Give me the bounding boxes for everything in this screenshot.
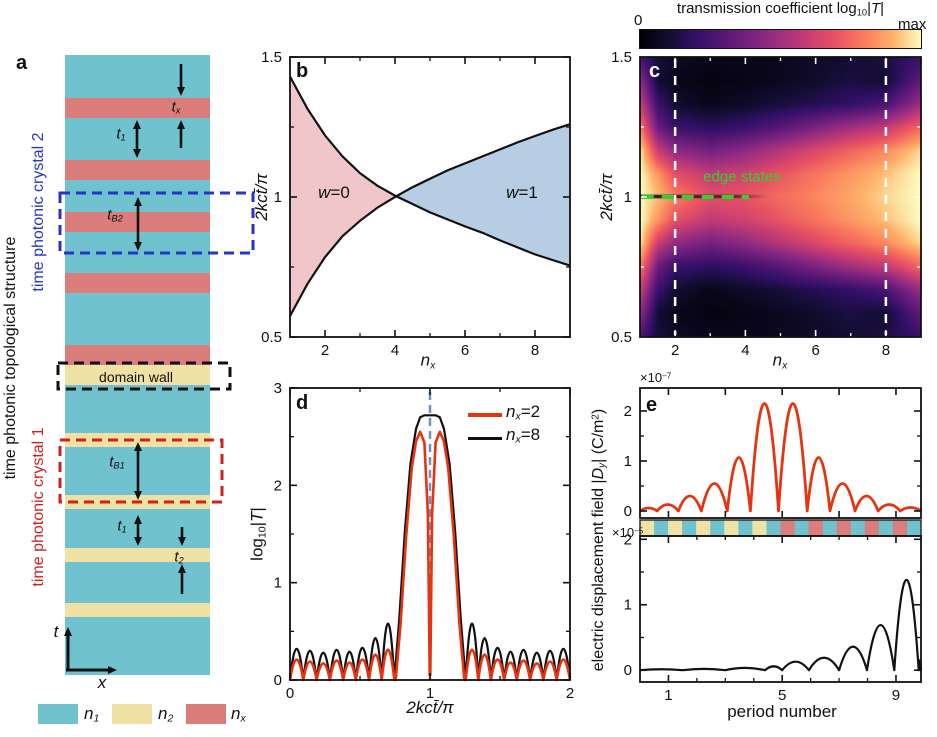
svg-text:1: 1 <box>274 189 282 206</box>
svg-text:1: 1 <box>426 685 434 702</box>
panel-a-outer-label: time photonic topological structure <box>2 236 19 480</box>
svg-text:8: 8 <box>882 342 890 359</box>
panel-b-ylabel: 2kct̄/π <box>252 173 271 221</box>
panel-d-letter: d <box>296 392 309 414</box>
legend-swatch-n2 <box>112 704 152 724</box>
panel-c-letter: c <box>649 60 661 82</box>
svg-text:9: 9 <box>892 687 900 704</box>
legend-label-nx8: nx=8 <box>506 425 541 446</box>
svg-text:8: 8 <box>531 342 539 359</box>
t1-lower-annotation: t1 <box>117 517 127 535</box>
domain-wall-label: domain wall <box>99 369 173 385</box>
colorbar-min-label: 0 <box>634 12 643 29</box>
tx-annotation: tx <box>171 98 181 116</box>
panel-a-letter: a <box>16 52 28 74</box>
svg-text:1: 1 <box>624 597 632 614</box>
colorbar <box>639 29 922 49</box>
svg-text:2: 2 <box>274 477 282 494</box>
svg-text:0.5: 0.5 <box>611 329 632 346</box>
svg-text:1: 1 <box>624 189 632 206</box>
x-axis-label: x <box>97 673 107 692</box>
crystal1-label: time photonic crystal 1 <box>30 427 47 587</box>
crystal2-label: time photonic crystal 2 <box>30 132 47 292</box>
svg-text:0: 0 <box>274 672 282 689</box>
svg-text:6: 6 <box>461 342 469 359</box>
svg-text:1.5: 1.5 <box>611 49 632 66</box>
svg-text:4: 4 <box>741 342 749 359</box>
tb1-annotation: tB1 <box>109 453 125 471</box>
w1-region-label: w=1 <box>506 183 538 202</box>
legend-label-n2: n2 <box>158 704 174 725</box>
panel-d-xlabel: 2kct̄/π <box>406 698 454 717</box>
panel-e-letter: e <box>646 394 658 416</box>
legend-label-nx2: nx=2 <box>506 402 541 423</box>
panel-c-xlabel: nx <box>772 350 788 372</box>
svg-text:2: 2 <box>671 342 679 359</box>
svg-text:0.5: 0.5 <box>261 329 282 346</box>
edge-states-label: edge states <box>703 168 781 186</box>
t2-annotation: t2 <box>174 548 184 566</box>
svg-text:5: 5 <box>778 687 786 704</box>
legend-swatch-nx <box>186 704 226 724</box>
svg-text:6: 6 <box>811 342 819 359</box>
svg-text:2: 2 <box>624 403 632 420</box>
svg-text:1: 1 <box>274 575 282 592</box>
svg-text:0: 0 <box>624 662 632 679</box>
panel-c-ylabel: 2kct̄/π <box>597 173 616 221</box>
w0-region-label: w=0 <box>318 183 350 202</box>
colorbar-title: transmission coefficient log10|T| <box>676 0 885 18</box>
svg-text:1: 1 <box>624 453 632 470</box>
scale-label-top: ×10−7 <box>640 370 672 385</box>
colorbar-max-label: max <box>898 16 927 33</box>
panel-d-ylabel: log10|T| <box>247 507 269 561</box>
svg-text:1.5: 1.5 <box>261 49 282 66</box>
svg-text:0: 0 <box>624 503 632 520</box>
legend-line-nx8 <box>468 437 502 440</box>
svg-text:0: 0 <box>286 685 294 702</box>
panel-e-xlabel: period number <box>727 702 837 721</box>
svg-text:2: 2 <box>566 685 574 702</box>
svg-text:4: 4 <box>391 342 399 359</box>
time-axis-label: t <box>53 622 59 641</box>
panel-b-letter: b <box>296 60 309 82</box>
svg-text:2: 2 <box>321 342 329 359</box>
svg-text:3: 3 <box>274 380 282 397</box>
legend-line-nx2 <box>468 413 502 417</box>
svg-text:1: 1 <box>664 687 672 704</box>
legend-swatch-n1 <box>38 704 78 724</box>
svg-text:2: 2 <box>624 531 632 548</box>
t1-upper-annotation: t1 <box>116 125 126 143</box>
panel-b-xlabel: nx <box>420 350 436 372</box>
legend-label-n1: n1 <box>84 704 100 725</box>
tb2-annotation: tB2 <box>107 206 123 224</box>
panel-e-ylabel: electric displacement field |Dy| (C/m2) <box>589 408 609 672</box>
legend-label-nx: nx <box>231 704 246 725</box>
scale-label-bottom: ×10−5 <box>612 525 644 540</box>
